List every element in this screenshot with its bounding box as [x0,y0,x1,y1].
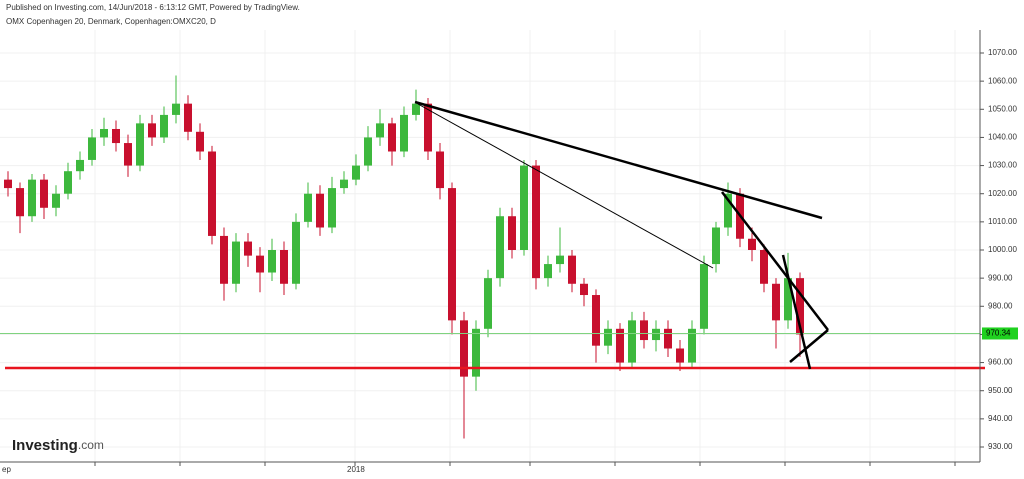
x-tick-label: ep [2,465,11,474]
candle-body [748,238,756,250]
candle-body [148,123,156,138]
candle-body [328,188,336,228]
candle-body [628,320,636,363]
candle-body [16,188,24,217]
candle-body [520,165,528,250]
candle-body [4,179,12,189]
x-tick-label: 2018 [347,465,365,474]
y-tick-label: 1000.00 [988,245,1017,254]
candle-body [88,137,96,160]
candle-body [532,165,540,279]
candle-body [580,283,588,296]
candle-body [556,255,564,265]
candle-body [268,250,276,273]
candle-body [136,123,144,166]
y-tick-label: 980.00 [988,301,1013,310]
candle-body [640,320,648,341]
candle-body [448,188,456,321]
candle-body [436,151,444,189]
candle-body [388,123,396,152]
candle-body [256,255,264,273]
candle-body [460,320,468,377]
candle-body [208,151,216,236]
trend-line [417,103,714,269]
candle-body [364,137,372,166]
candle-body [568,255,576,284]
y-tick-label: 960.00 [988,358,1013,367]
candle-body [712,227,720,265]
candle-body [664,328,672,349]
candle-body [64,171,72,194]
candle-body [160,114,168,138]
candle-body [196,131,204,152]
candle-body [124,143,132,166]
grid [0,30,980,462]
y-tick-label: 930.00 [988,442,1013,451]
trend-line [721,191,829,331]
logo: Investing.com [12,437,104,454]
y-tick-label: 950.00 [988,386,1013,395]
trend-line [781,254,812,370]
candle-body [424,103,432,152]
y-tick-label: 990.00 [988,273,1013,282]
candle-body [496,216,504,279]
candle-body [592,295,600,346]
y-tick-label: 1070.00 [988,48,1017,57]
candle-body [484,278,492,329]
candle-body [784,278,792,321]
candle-body [760,250,768,284]
y-tick-label: 1040.00 [988,133,1017,142]
candle-body [724,193,732,228]
chart-title: OMX Copenhagen 20, Denmark, Copenhagen:O… [6,17,216,26]
trend-line [414,100,823,220]
candle-body [172,103,180,115]
candle-body [340,179,348,189]
candle-body [76,159,84,172]
candle-body [100,128,108,138]
y-tick-label: 1030.00 [988,161,1017,170]
candle-body [280,250,288,284]
header: Published on Investing.com, 14/Jun/2018 … [6,3,300,12]
y-tick-label: 1010.00 [988,217,1017,226]
candle-body [40,179,48,208]
last-price-box [982,327,1018,340]
candle-body [796,278,804,335]
y-tick-label: 940.00 [988,414,1013,423]
candle-body [772,283,780,321]
candle-body [52,193,60,208]
candle-body [688,328,696,363]
candle-body [292,221,300,284]
axis: 930.00940.00950.00960.00970.00980.00990.… [2,48,1018,474]
candle-body [508,216,516,250]
trend-lines [5,100,985,370]
logo-suffix: .com [78,438,104,452]
candle-body [352,165,360,180]
candle-body [616,328,624,363]
plot [0,75,980,439]
y-tick-label: 1020.00 [988,189,1017,198]
candle-body [244,241,252,256]
candle-body [376,123,384,138]
candle-body [472,328,480,377]
candle-body [316,193,324,228]
y-tick-label: 1060.00 [988,76,1017,85]
candle-body [604,328,612,346]
candle-body [304,193,312,222]
y-tick-label: 1050.00 [988,104,1017,113]
trend-line [789,329,829,363]
candle-body [544,264,552,279]
candle-body [400,114,408,152]
candle-body [28,179,36,217]
candle-body [112,128,120,144]
candle-body [412,103,420,115]
last-price-label: 970.34 [986,329,1011,338]
candle-body [652,328,660,341]
candle-body [676,348,684,363]
candle-body [184,103,192,132]
candle-body [220,235,228,284]
candle-body [700,264,708,329]
candle-body [232,241,240,284]
logo-name: Investing [12,437,78,454]
